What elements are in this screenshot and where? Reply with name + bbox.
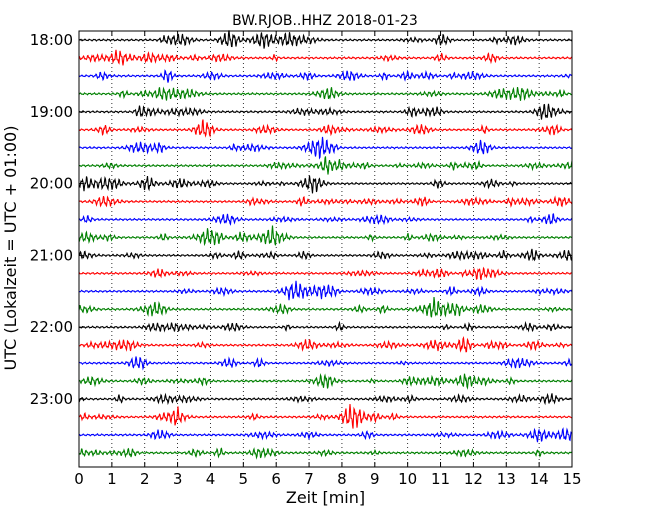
seismic-trace-18 [78,335,573,353]
seismic-trace-12 [78,225,573,247]
x-tick-label: 2 [140,470,150,488]
x-tick-label: 3 [173,470,183,488]
traces [78,30,573,460]
y-tick-label: 20:00 [30,175,73,193]
plot-frame [78,30,573,468]
x-tick-label: 0 [74,470,84,488]
seismic-trace-10 [78,195,573,208]
seismic-trace-3 [78,69,573,83]
x-tick-label: 13 [497,470,516,488]
seismic-trace-23 [78,427,573,443]
seismic-trace-8 [78,156,573,175]
seismic-trace-2 [78,49,573,66]
x-tick-label: 7 [304,470,314,488]
x-tick-label: 9 [370,470,380,488]
x-tick-label: 10 [398,470,417,488]
seismic-trace-14 [78,266,573,281]
seismic-trace-20 [78,373,573,390]
seismic-trace-6 [78,119,573,138]
x-axis-label: Zeit [min] [286,488,365,507]
y-tick-label: 19:00 [30,103,73,121]
y-tick-label: 21:00 [30,246,73,264]
x-tick-label: 11 [431,470,450,488]
seismic-trace-17 [78,320,573,333]
seismic-trace-11 [78,213,573,226]
y-axis-ticks: 18:00 19:00 20:00 21:00 22:00 23:00 [30,31,572,408]
seismic-trace-21 [78,392,573,406]
x-tick-label: 4 [206,470,216,488]
y-tick-label: 23:00 [30,390,73,408]
x-tick-label: 5 [239,470,249,488]
x-tick-label: 6 [271,470,281,488]
y-tick-label: 22:00 [30,318,73,336]
x-tick-label: 14 [530,470,549,488]
seismic-trace-24 [78,447,573,460]
x-axis-ticks: 0 1 2 3 4 5 6 7 8 9 10 11 12 13 14 15 [74,31,582,488]
seismic-trace-16 [78,296,573,318]
x-tick-label: 1 [107,470,117,488]
seismic-trace-15 [78,280,573,301]
seismic-trace-13 [78,248,573,262]
y-tick-label: 18:00 [30,31,73,49]
x-tick-label: 12 [464,470,483,488]
seismic-trace-22 [78,404,573,429]
seismic-trace-9 [78,175,573,194]
seismic-trace-5 [78,103,573,120]
x-tick-label: 15 [562,470,581,488]
y-axis-label: UTC (Lokalzeit = UTC + 01:00) [1,126,20,371]
grid-lines [111,31,540,467]
seismic-trace-1 [78,30,573,49]
chart-title: BW.RJOB..HHZ 2018-01-23 [232,13,418,29]
seismic-trace-4 [78,86,573,101]
seismic-trace-7 [78,136,573,160]
seismic-trace-19 [78,356,573,371]
x-tick-label: 8 [337,470,347,488]
